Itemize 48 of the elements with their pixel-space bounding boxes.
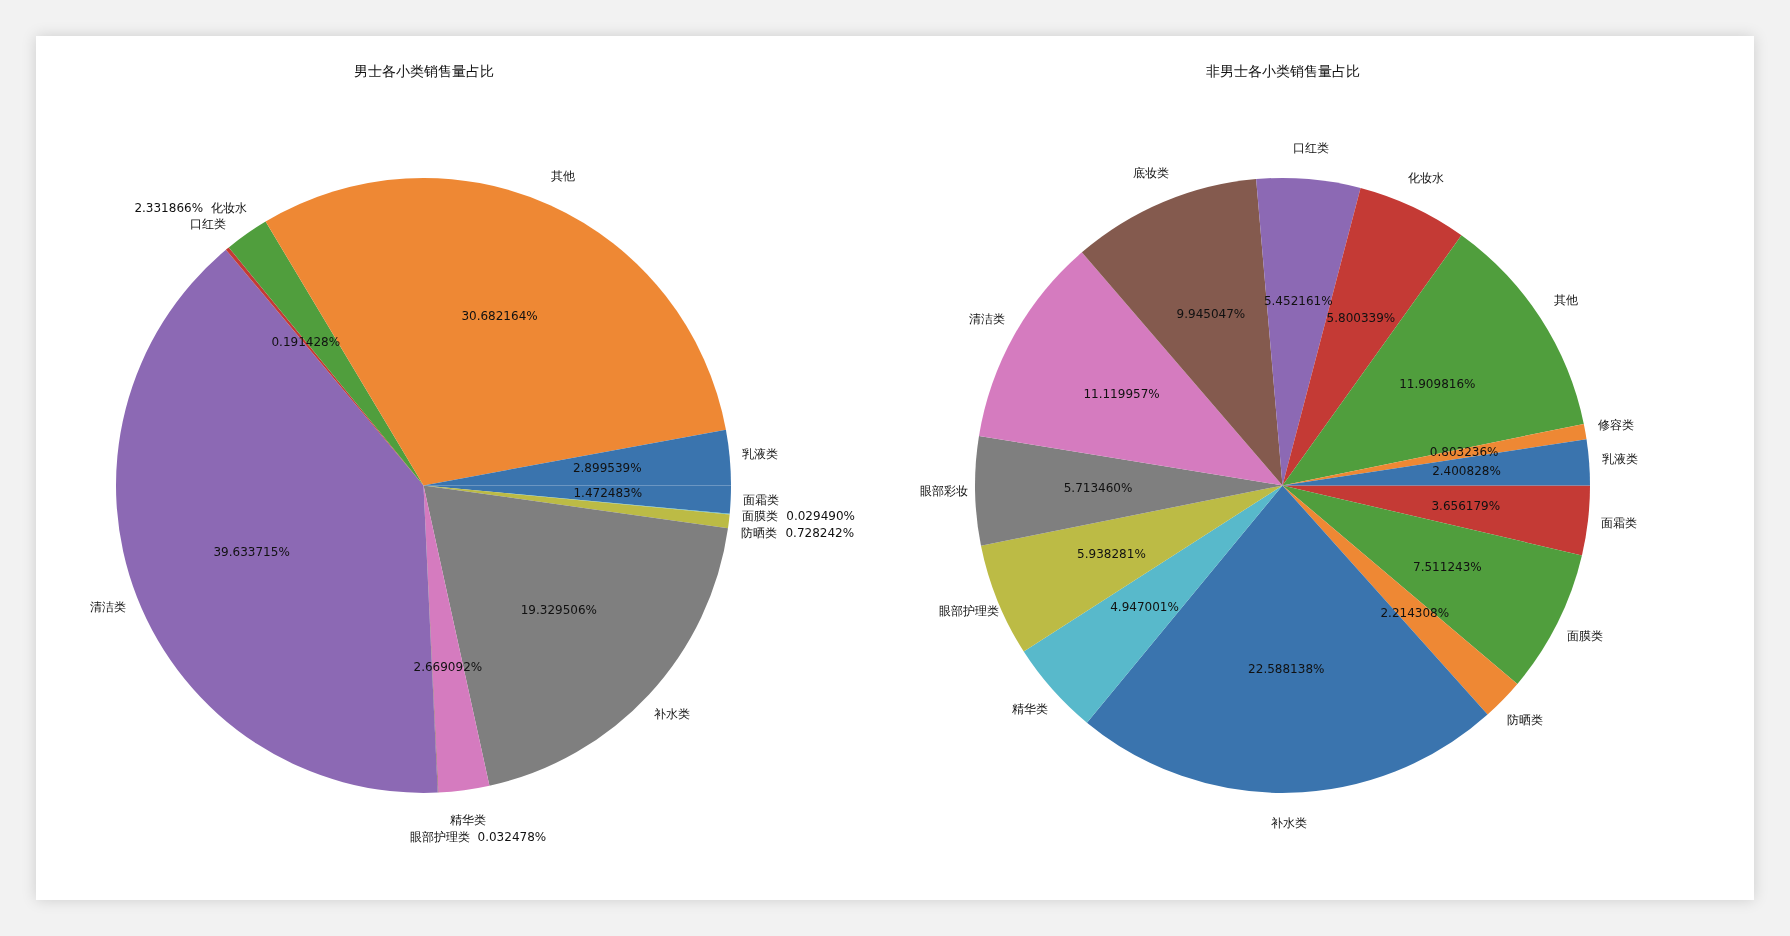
- data-label: 0.032478%: [477, 830, 546, 845]
- slice-label: 其他: [1553, 293, 1578, 308]
- slice-label: 底妆类: [1132, 165, 1169, 180]
- slice-label: 修容类: [1597, 418, 1634, 433]
- chart-title: 男士各小类销售量占比: [353, 63, 493, 80]
- slice-label: 眼部护理类: [409, 830, 470, 845]
- slice-label: 防晒类: [740, 526, 777, 541]
- slice-label: 面膜类: [1566, 629, 1603, 644]
- slice-label: 眼部护理类: [938, 604, 999, 619]
- slice-label: 面霜类: [742, 493, 779, 508]
- data-label: 2.899539%: [572, 460, 642, 475]
- data-label: 9.945047%: [1176, 307, 1245, 322]
- data-label: 2.331866%: [133, 200, 203, 215]
- slice-label: 化妆水: [210, 200, 247, 215]
- data-label: 3.656179%: [1430, 498, 1500, 513]
- data-label: 2.669092%: [413, 660, 482, 675]
- data-label: 11.909816%: [1398, 377, 1475, 392]
- slice-label: 乳液类: [1601, 452, 1638, 467]
- slice-label: 乳液类: [741, 446, 778, 461]
- data-label: 39.633715%: [212, 544, 290, 559]
- slice-label: 化妆水: [1407, 171, 1444, 186]
- data-label: 1.472483%: [572, 486, 642, 501]
- slice-label: 面膜类: [741, 509, 778, 524]
- data-label: 0.029490%: [785, 509, 855, 524]
- slice-label: 清洁类: [968, 312, 1005, 327]
- slice-label: 眼部彩妆: [919, 483, 968, 498]
- data-label: 2.400828%: [1431, 463, 1501, 478]
- data-label: 11.119957%: [1082, 387, 1160, 402]
- data-label: 5.713460%: [1063, 480, 1132, 495]
- slice-label: 补水类: [1270, 815, 1307, 830]
- slice-label: 精华类: [1011, 702, 1048, 717]
- slice-label: 口红类: [1292, 140, 1329, 155]
- slice-label: 清洁类: [89, 600, 126, 615]
- data-label: 5.938281%: [1076, 546, 1146, 561]
- data-label: 19.329506%: [520, 602, 597, 617]
- slice-label: 补水类: [653, 707, 690, 722]
- data-label: 0.728242%: [784, 526, 854, 541]
- slice-label: 其他: [550, 169, 575, 184]
- slice-label: 防晒类: [1506, 713, 1543, 728]
- data-label: 4.947001%: [1109, 600, 1179, 615]
- slice-label: 精华类: [449, 812, 486, 827]
- slice-label: 面霜类: [1600, 516, 1637, 531]
- chart-title: 非男士各小类销售量占比: [1205, 63, 1359, 80]
- data-label: 7.511243%: [1412, 560, 1482, 575]
- data-label: 5.800339%: [1326, 310, 1395, 325]
- data-label: 22.588138%: [1247, 661, 1324, 676]
- slice-label: 口红类: [189, 217, 226, 232]
- data-label: 30.682164%: [460, 309, 538, 324]
